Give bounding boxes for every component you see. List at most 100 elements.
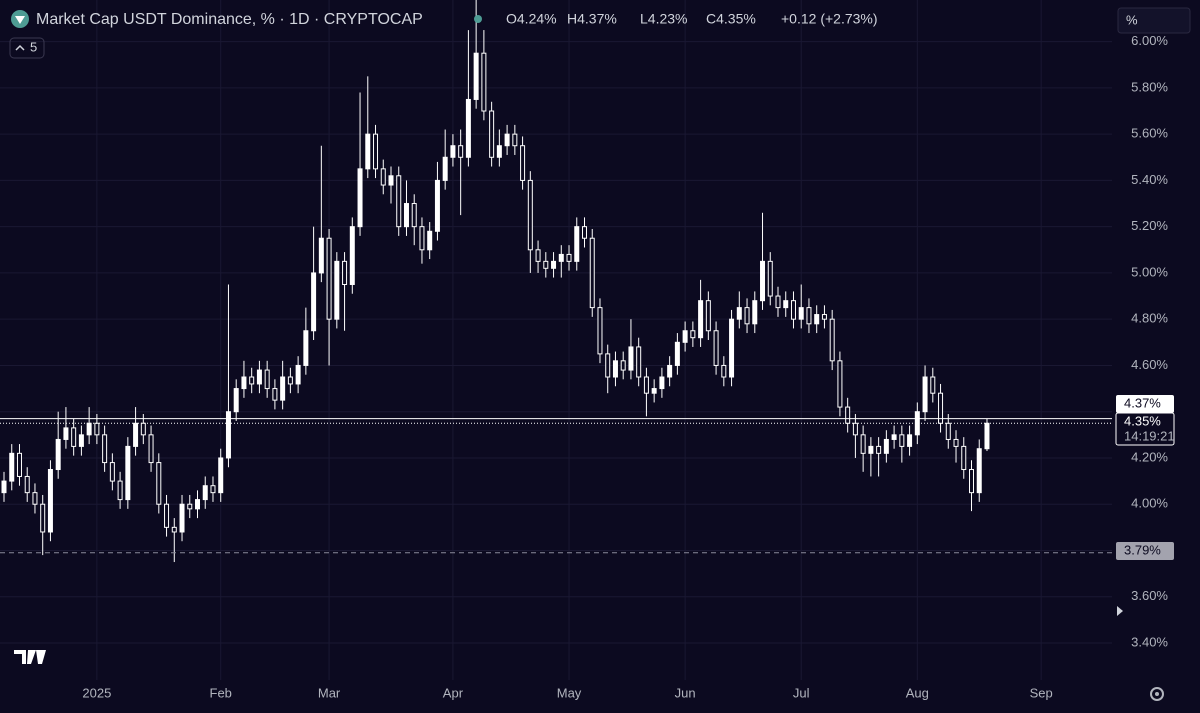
settings-dot <box>1155 692 1159 696</box>
candle-body <box>674 341 680 366</box>
candle-body <box>210 485 216 494</box>
candle-body <box>334 260 340 320</box>
candle-body <box>520 145 526 181</box>
candle-body <box>187 503 193 510</box>
candle-body <box>287 376 293 385</box>
candle-body <box>752 300 758 325</box>
candle-body <box>264 369 270 390</box>
indicators-toggle[interactable] <box>9 37 45 59</box>
candle-body <box>891 434 897 440</box>
x-tick-label: 2025 <box>82 685 111 700</box>
candle-body <box>945 422 951 440</box>
candle-body <box>388 175 394 186</box>
candle-body <box>419 226 425 251</box>
candle-body <box>636 346 642 378</box>
y-tick-label: 5.60% <box>1131 126 1168 141</box>
candle-body <box>775 295 781 309</box>
candle-body <box>837 360 843 408</box>
candle-body <box>574 226 580 262</box>
candle-body <box>249 376 255 385</box>
price-label: 4.37% <box>1124 395 1161 410</box>
candle-body <box>318 237 324 274</box>
candle-body <box>806 307 812 325</box>
candle-body <box>790 300 796 320</box>
chart-title: Market Cap USDT Dominance, % · 1D · CRYP… <box>36 11 423 28</box>
y-tick-label: 4.20% <box>1131 449 1168 464</box>
candle-body <box>504 133 510 147</box>
candle-body <box>558 253 564 262</box>
candle-body <box>496 145 502 158</box>
candle-body <box>721 364 727 378</box>
plot <box>0 0 1112 563</box>
candle-body <box>71 427 77 447</box>
x-tick-label: Jul <box>793 685 810 700</box>
candle-body <box>852 422 858 436</box>
settings-button[interactable] <box>1150 687 1164 701</box>
candle-body <box>125 445 131 501</box>
candle-body <box>860 434 866 454</box>
indicator-count: 5 <box>30 39 37 54</box>
candle-body <box>373 133 379 170</box>
y-tick-label: 4.80% <box>1131 311 1168 326</box>
candle-body <box>326 237 332 320</box>
candle-body <box>543 260 549 269</box>
toggle-chevron <box>15 44 25 51</box>
candle-body <box>272 388 278 401</box>
x-tick-label: May <box>557 685 582 700</box>
candle-body <box>55 438 61 471</box>
candle-body <box>961 445 967 471</box>
scale-input[interactable] <box>1117 7 1191 34</box>
price-label: 3.79% <box>1124 542 1161 557</box>
grid <box>0 0 1112 680</box>
candle-body <box>140 422 146 436</box>
x-tick-label: Feb <box>210 685 232 700</box>
candle-body <box>984 422 990 450</box>
candle-body <box>876 445 882 454</box>
x-tick-label: Aug <box>906 685 929 700</box>
ohlc-value: +0.12 (+2.73%) <box>781 11 878 27</box>
candle-body <box>736 307 742 320</box>
y-tick-label: 4.60% <box>1131 357 1168 372</box>
candle-body <box>930 376 936 394</box>
candle-body <box>698 300 704 339</box>
candle-body <box>63 427 69 440</box>
candle-body <box>667 364 673 378</box>
candle-body <box>47 469 53 533</box>
candle-body <box>821 314 827 320</box>
candle-body <box>380 168 386 186</box>
x-tick-label: Sep <box>1030 685 1053 700</box>
candle-body <box>705 300 711 332</box>
candle-body <box>32 492 38 505</box>
symbol-icon-glyph <box>15 16 25 24</box>
candle-body <box>16 452 22 477</box>
candle-body <box>899 434 905 447</box>
candle-body <box>527 179 533 251</box>
x-tick-label: Apr <box>443 685 464 700</box>
candle-body <box>489 110 495 158</box>
candle-body <box>9 452 15 482</box>
candle-body <box>342 260 348 285</box>
candle-body <box>682 330 688 343</box>
candle-body <box>403 203 409 228</box>
candle-body <box>566 253 572 262</box>
candle-body <box>295 364 301 385</box>
candle-body <box>148 434 154 464</box>
price-countdown: 14:19:21 <box>1124 428 1175 443</box>
candle-body <box>411 203 417 228</box>
y-tick-label: 6.00% <box>1131 33 1168 48</box>
candle-body <box>651 388 657 394</box>
y-tick-label: 4.00% <box>1131 496 1168 511</box>
candle-body <box>241 376 247 390</box>
candle-body <box>396 175 402 228</box>
candle-body <box>311 272 317 332</box>
candle-body <box>458 145 464 158</box>
candle-body <box>582 226 587 239</box>
price-label-box <box>1116 542 1174 560</box>
candle-body <box>589 237 595 309</box>
price-label-box <box>1115 412 1175 446</box>
candle-body <box>102 434 108 464</box>
candle-body <box>195 499 200 510</box>
candle-body <box>94 422 100 436</box>
candle-body <box>233 388 239 413</box>
candle-body <box>202 485 208 501</box>
